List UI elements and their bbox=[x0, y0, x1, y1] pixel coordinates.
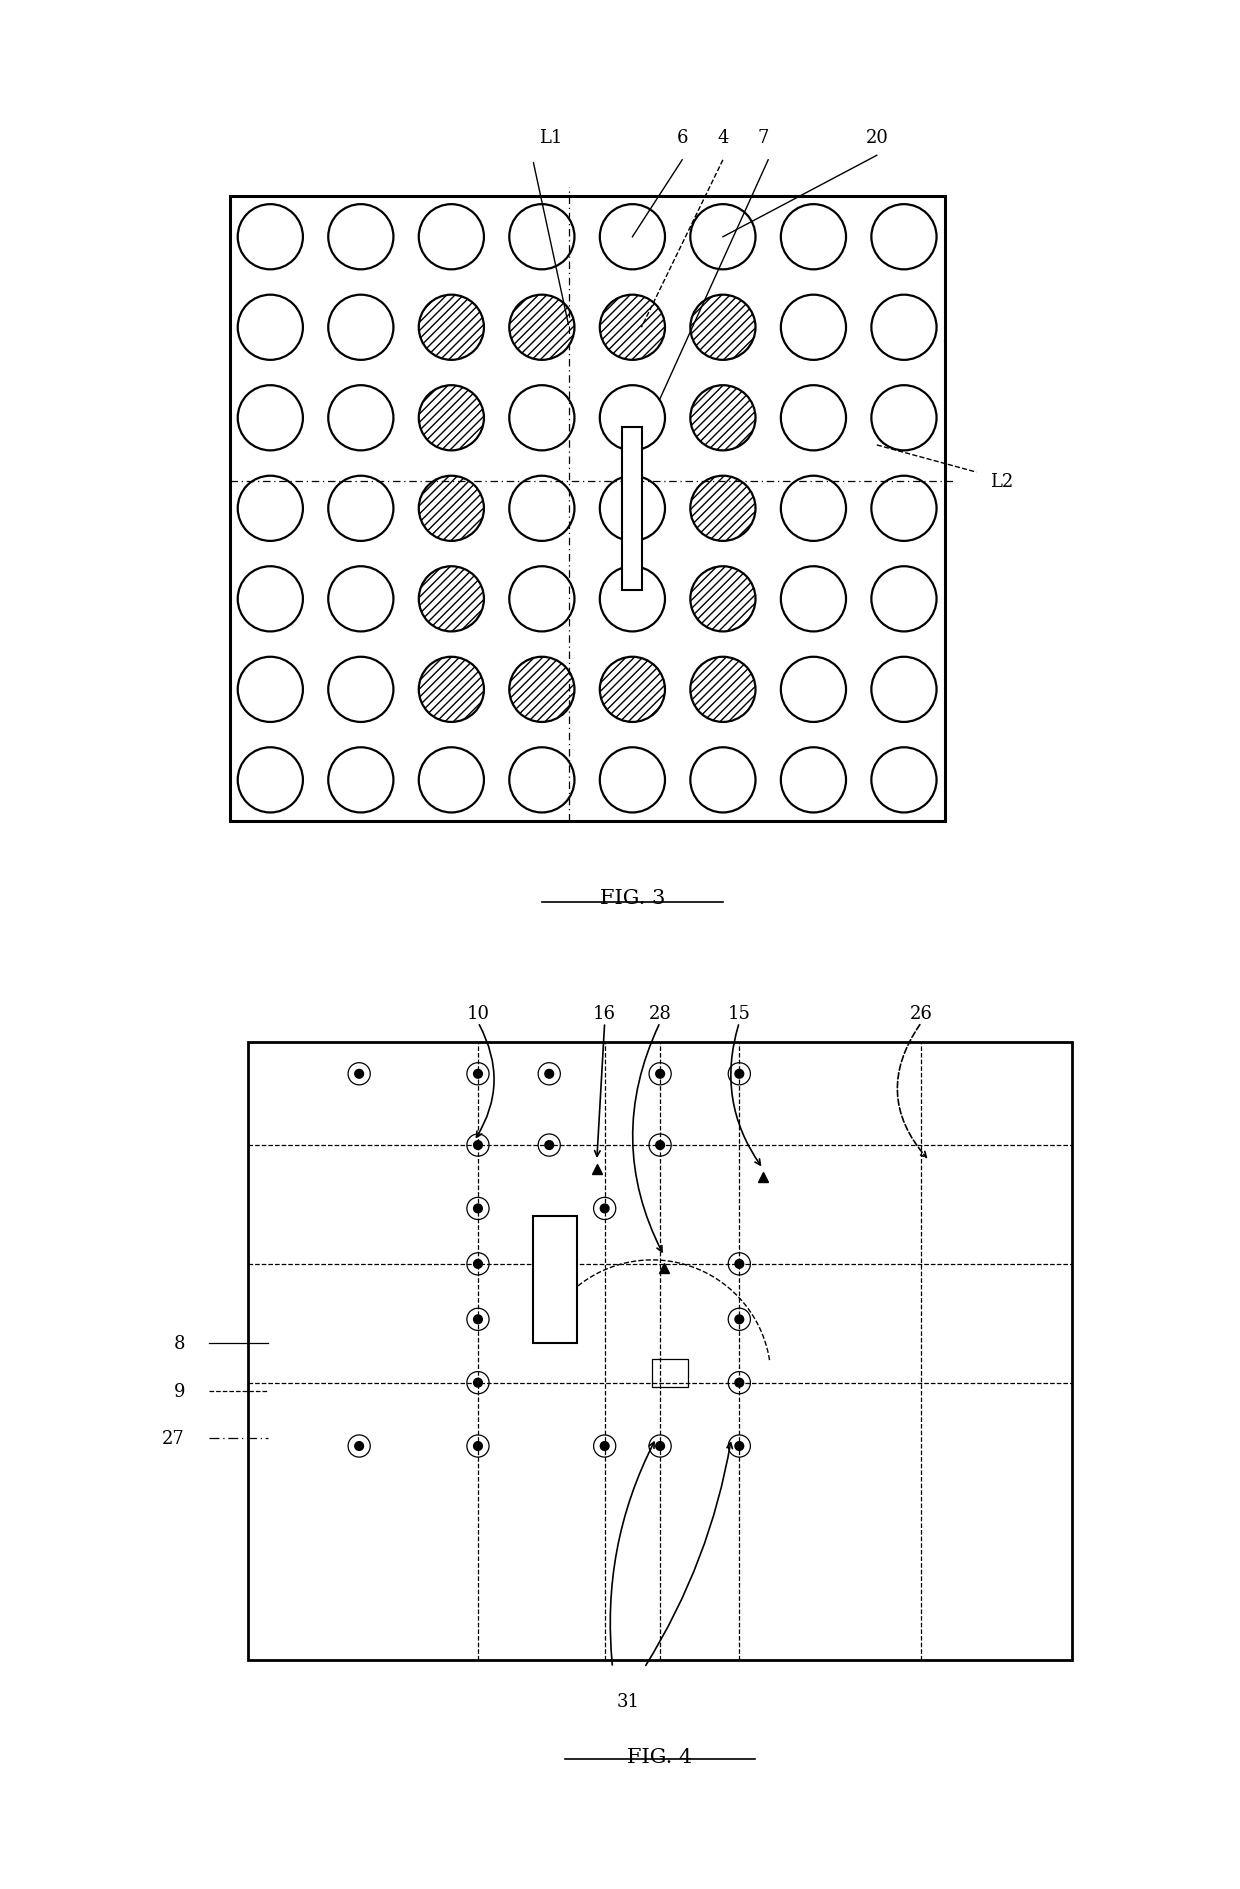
Circle shape bbox=[600, 476, 665, 542]
Circle shape bbox=[691, 385, 755, 451]
Circle shape bbox=[691, 748, 755, 812]
Circle shape bbox=[600, 206, 665, 270]
Circle shape bbox=[735, 1069, 744, 1079]
Circle shape bbox=[474, 1379, 482, 1387]
Circle shape bbox=[355, 1441, 363, 1451]
Circle shape bbox=[544, 1069, 553, 1079]
Text: FIG. 3: FIG. 3 bbox=[600, 890, 665, 909]
Text: 6: 6 bbox=[677, 128, 688, 147]
Text: 31: 31 bbox=[618, 1693, 640, 1710]
Circle shape bbox=[691, 657, 755, 723]
Circle shape bbox=[419, 295, 484, 361]
Text: 10: 10 bbox=[466, 1005, 490, 1022]
Text: L1: L1 bbox=[539, 128, 563, 147]
Circle shape bbox=[474, 1441, 482, 1451]
Circle shape bbox=[510, 385, 574, 451]
Circle shape bbox=[510, 206, 574, 270]
Circle shape bbox=[355, 1069, 363, 1079]
Circle shape bbox=[238, 476, 303, 542]
Bar bbox=[229, 196, 945, 822]
Circle shape bbox=[781, 476, 846, 542]
Bar bbox=[533, 1217, 577, 1343]
Circle shape bbox=[735, 1315, 744, 1324]
Circle shape bbox=[781, 385, 846, 451]
Text: 26: 26 bbox=[910, 1005, 932, 1022]
Text: 9: 9 bbox=[174, 1383, 185, 1400]
Circle shape bbox=[329, 567, 393, 633]
Circle shape bbox=[238, 748, 303, 812]
Circle shape bbox=[691, 295, 755, 361]
Circle shape bbox=[329, 748, 393, 812]
Text: 28: 28 bbox=[649, 1005, 672, 1022]
Bar bbox=[622, 427, 642, 591]
Circle shape bbox=[781, 748, 846, 812]
Circle shape bbox=[238, 567, 303, 633]
Circle shape bbox=[238, 206, 303, 270]
Circle shape bbox=[781, 657, 846, 723]
Circle shape bbox=[238, 657, 303, 723]
Circle shape bbox=[419, 657, 484, 723]
Circle shape bbox=[510, 657, 574, 723]
Circle shape bbox=[329, 385, 393, 451]
Circle shape bbox=[656, 1069, 665, 1079]
Circle shape bbox=[238, 295, 303, 361]
Circle shape bbox=[656, 1441, 665, 1451]
Circle shape bbox=[872, 476, 936, 542]
Circle shape bbox=[600, 295, 665, 361]
Circle shape bbox=[419, 476, 484, 542]
Circle shape bbox=[510, 295, 574, 361]
Circle shape bbox=[600, 657, 665, 723]
Text: FIG. 4: FIG. 4 bbox=[627, 1747, 693, 1766]
Text: 27: 27 bbox=[162, 1430, 185, 1447]
Circle shape bbox=[510, 476, 574, 542]
Text: 15: 15 bbox=[728, 1005, 750, 1022]
Bar bbox=[248, 1043, 1071, 1660]
Text: 7: 7 bbox=[758, 128, 769, 147]
Circle shape bbox=[600, 385, 665, 451]
Circle shape bbox=[474, 1205, 482, 1213]
Circle shape bbox=[735, 1379, 744, 1387]
Circle shape bbox=[419, 748, 484, 812]
Circle shape bbox=[474, 1260, 482, 1269]
Circle shape bbox=[872, 385, 936, 451]
Circle shape bbox=[544, 1141, 553, 1150]
Circle shape bbox=[329, 476, 393, 542]
Text: L2: L2 bbox=[990, 472, 1013, 491]
Circle shape bbox=[474, 1141, 482, 1150]
Text: 20: 20 bbox=[866, 128, 888, 147]
Text: 16: 16 bbox=[593, 1005, 616, 1022]
Circle shape bbox=[781, 295, 846, 361]
Circle shape bbox=[872, 657, 936, 723]
Circle shape bbox=[510, 748, 574, 812]
Circle shape bbox=[419, 385, 484, 451]
Circle shape bbox=[600, 567, 665, 633]
Circle shape bbox=[329, 206, 393, 270]
Circle shape bbox=[600, 748, 665, 812]
Circle shape bbox=[656, 1141, 665, 1150]
Circle shape bbox=[238, 385, 303, 451]
Circle shape bbox=[735, 1260, 744, 1269]
Circle shape bbox=[872, 748, 936, 812]
Circle shape bbox=[691, 206, 755, 270]
Bar bbox=[652, 1360, 688, 1387]
Circle shape bbox=[781, 206, 846, 270]
Circle shape bbox=[329, 295, 393, 361]
Circle shape bbox=[474, 1069, 482, 1079]
Circle shape bbox=[600, 1205, 609, 1213]
Text: 4: 4 bbox=[717, 128, 729, 147]
Circle shape bbox=[419, 206, 484, 270]
Circle shape bbox=[872, 206, 936, 270]
Circle shape bbox=[872, 295, 936, 361]
Circle shape bbox=[872, 567, 936, 633]
Circle shape bbox=[600, 1441, 609, 1451]
Circle shape bbox=[691, 476, 755, 542]
Circle shape bbox=[691, 567, 755, 633]
Circle shape bbox=[781, 567, 846, 633]
Circle shape bbox=[474, 1315, 482, 1324]
Text: 8: 8 bbox=[174, 1334, 185, 1353]
Circle shape bbox=[419, 567, 484, 633]
Circle shape bbox=[510, 567, 574, 633]
Circle shape bbox=[329, 657, 393, 723]
Circle shape bbox=[735, 1441, 744, 1451]
